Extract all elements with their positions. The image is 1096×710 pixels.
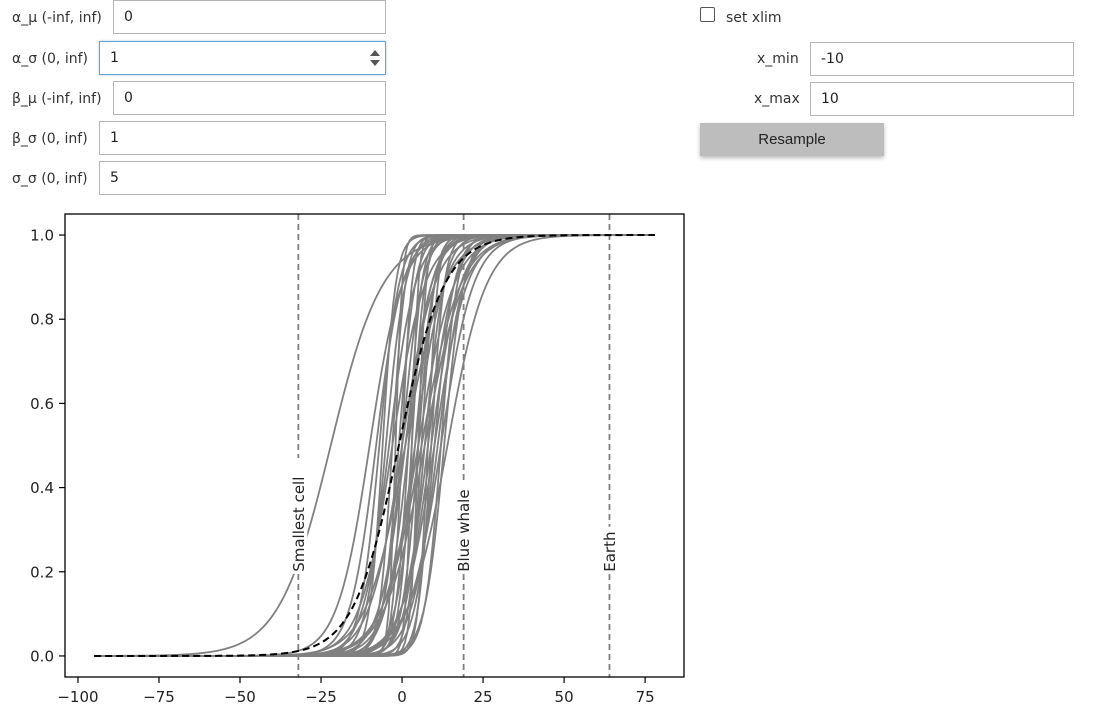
sample-curve-38 — [94, 234, 655, 657]
field-alpha-mu-label: α_μ (-inf, inf) — [12, 10, 102, 26]
field-beta-sigma-label: β_σ (0, inf) — [12, 131, 88, 147]
x-tick-label-3: −25 — [305, 688, 337, 706]
reference-label-bg-0 — [289, 457, 308, 574]
y-tick-label-5: 1.0 — [30, 227, 54, 245]
y-tick-label-2: 0.4 — [30, 479, 54, 497]
set-xlim-label: set xlim — [726, 10, 782, 26]
x-min-input[interactable] — [810, 42, 1074, 76]
sigma-sigma-input[interactable] — [99, 161, 386, 195]
y-tick-label-4: 0.8 — [30, 311, 54, 329]
field-beta-mu-label: β_μ (-inf, inf) — [12, 91, 102, 107]
field-beta-mu: β_μ (-inf, inf) — [0, 81, 390, 117]
resample-button[interactable]: Resample — [700, 123, 884, 156]
field-sigma-sigma: σ_σ (0, inf) — [0, 161, 390, 197]
beta-mu-input[interactable] — [113, 81, 386, 115]
field-alpha-sigma-label: α_σ (0, inf) — [12, 51, 88, 67]
reference-label-0: Smallest cell — [290, 477, 308, 572]
beta-sigma-input[interactable] — [99, 121, 386, 155]
plot-frame — [64, 213, 685, 678]
x-tick-label-5: 25 — [474, 688, 493, 706]
reference-label-bg-2 — [600, 526, 619, 574]
alpha-mu-input[interactable] — [113, 0, 386, 34]
spin-up-icon[interactable] — [370, 50, 380, 56]
reference-label-bg-1 — [454, 483, 473, 574]
number-spinner-icon[interactable] — [370, 50, 380, 66]
x-tick-label-4: 0 — [397, 688, 407, 706]
x-min-label: x_min — [757, 51, 799, 67]
x-tick-label-1: −75 — [143, 688, 175, 706]
field-alpha-mu: α_μ (-inf, inf) — [0, 0, 390, 36]
y-tick-label-0: 0.0 — [30, 647, 54, 665]
set-xlim-checkbox[interactable] — [700, 7, 715, 22]
alpha-sigma-input[interactable] — [99, 41, 386, 75]
y-tick-label-3: 0.6 — [30, 395, 54, 413]
reference-label-2: Earth — [601, 532, 619, 572]
field-alpha-sigma: α_σ (0, inf) — [0, 41, 390, 77]
mean-curve — [94, 234, 655, 657]
x-max-label: x_max — [754, 91, 800, 107]
sigmoid-prior-chart: Smallest cell Blue whale Earth −100 −75 −50 −2… — [30, 213, 685, 706]
y-tick-label-1: 0.2 — [30, 563, 54, 581]
x-tick-label-0: −100 — [57, 688, 98, 706]
reference-label-1: Blue whale — [455, 489, 473, 571]
field-sigma-sigma-label: σ_σ (0, inf) — [12, 171, 88, 187]
field-beta-sigma: β_σ (0, inf) — [0, 121, 390, 157]
x-tick-label-2: −50 — [224, 688, 256, 706]
spin-down-icon[interactable] — [370, 60, 380, 66]
x-tick-label-7: 75 — [636, 688, 655, 706]
x-tick-label-6: 50 — [555, 688, 574, 706]
x-max-input[interactable] — [810, 82, 1074, 116]
